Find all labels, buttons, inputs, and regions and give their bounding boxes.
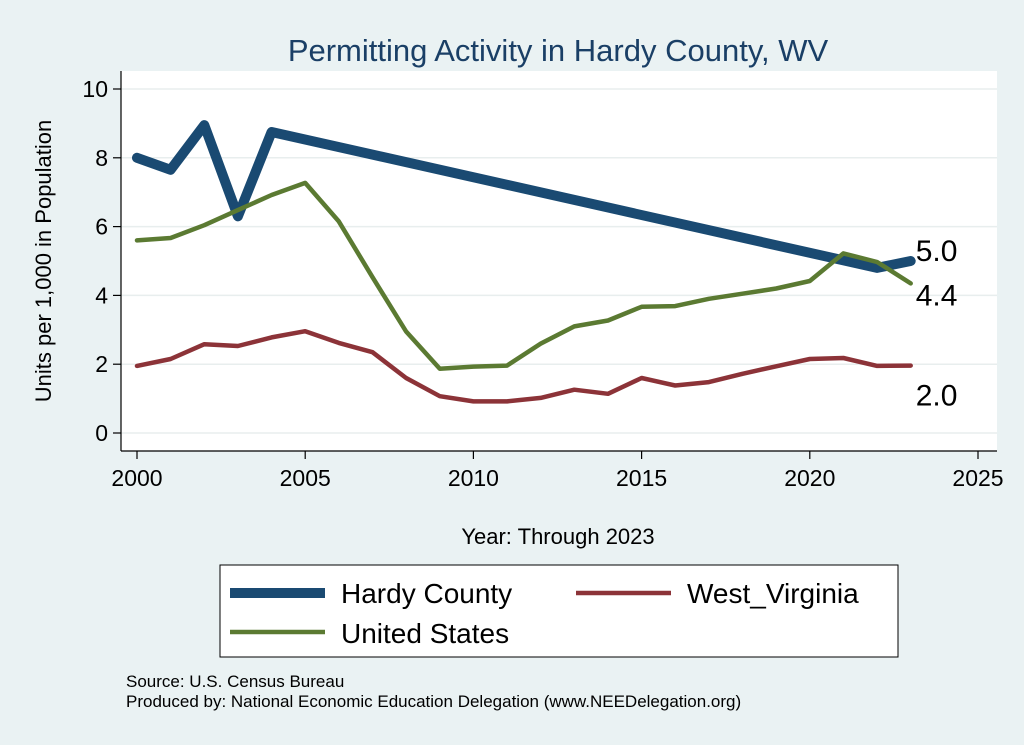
y-tick-label-10: 10 xyxy=(82,76,108,102)
y-tick-label-4: 4 xyxy=(95,282,108,308)
legend-label-west-virginia: West_Virginia xyxy=(687,578,859,609)
producer-line: Produced by: National Economic Education… xyxy=(126,692,742,711)
x-tick-label-2020: 2020 xyxy=(784,465,835,491)
x-tick-label-2025: 2025 xyxy=(952,465,1003,491)
axes: 0 2 4 6 8 10 2000 2005 2010 2015 2020 2025 xyxy=(82,71,1004,491)
x-tick-label-2000: 2000 xyxy=(111,465,162,491)
source-line: Source: U.S. Census Bureau xyxy=(126,672,345,691)
end-label-united-states: 4.4 xyxy=(916,279,958,312)
y-tick-label-8: 8 xyxy=(95,145,108,171)
series-line-west-virginia xyxy=(134,328,913,404)
end-labels: 5.0 2.0 4.4 xyxy=(916,235,958,413)
end-label-west-virginia: 2.0 xyxy=(916,380,958,413)
x-tick-label-2005: 2005 xyxy=(280,465,331,491)
legend-box xyxy=(219,564,899,658)
series-line-hardy-county xyxy=(132,120,916,273)
series-line-united-states xyxy=(134,180,913,371)
legend: Hardy County West_Virginia United States xyxy=(230,578,859,649)
x-tick-label-2015: 2015 xyxy=(616,465,667,491)
y-tick-label-2: 2 xyxy=(95,351,108,377)
end-label-hardy-county: 5.0 xyxy=(916,235,958,268)
x-axis-label: Year: Through 2023 xyxy=(461,524,654,549)
series-lines xyxy=(132,120,916,404)
y-axis-label: Units per 1,000 in Population xyxy=(31,120,56,403)
x-tick-label-2010: 2010 xyxy=(448,465,499,491)
y-tick-label-0: 0 xyxy=(95,420,108,446)
legend-label-united-states: United States xyxy=(341,618,509,649)
chart-title: Permitting Activity in Hardy County, WV xyxy=(288,33,829,68)
gridlines xyxy=(121,88,997,434)
y-tick-label-6: 6 xyxy=(95,214,108,240)
legend-label-hardy-county: Hardy County xyxy=(341,578,512,609)
